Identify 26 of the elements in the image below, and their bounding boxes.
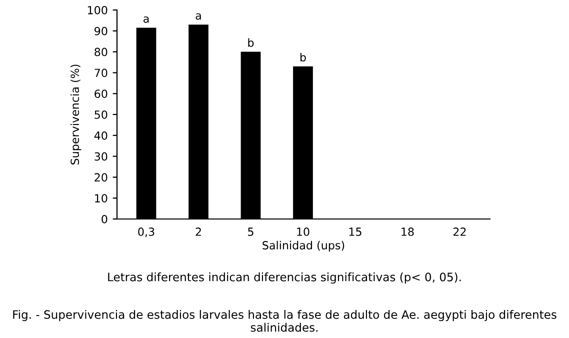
annotation: a xyxy=(144,16,149,23)
y-tick-label: 40 xyxy=(94,131,108,140)
y-axis-title: Supervivencia (%) xyxy=(70,64,82,164)
y-tick-label: 100 xyxy=(88,6,108,14)
y-tick-label: 0 xyxy=(102,214,108,224)
x-tick-label: 10 xyxy=(297,228,310,236)
text: Fig. - Supervivencia de estadios larvales hasta la fase de adulto de Ae. aegypti bajo diferentes salinidades. xyxy=(13,310,556,332)
y-tick-label: 60 xyxy=(94,90,108,98)
y-tick-label: 30 xyxy=(94,152,108,161)
x-tick-label: 0,3 xyxy=(138,228,154,238)
annotation: a xyxy=(196,13,201,20)
y-tick-label: 20 xyxy=(94,173,108,182)
x-tick-label: 18 xyxy=(402,228,414,236)
y-tick-label: 80 xyxy=(94,48,108,56)
annotation: b xyxy=(248,38,254,47)
y-tick-label: 10 xyxy=(95,194,108,202)
x-tick-label: 5 xyxy=(248,228,254,236)
annotation: b xyxy=(300,52,306,62)
y-tick-label: 70 xyxy=(94,68,108,78)
text: Letras diferentes indican diferencias significativas (p< 0, 05). xyxy=(108,272,461,284)
y-tick-label: 50 xyxy=(94,110,108,119)
x-tick-label: 22 xyxy=(453,228,466,236)
y-tick-label: 90 xyxy=(94,26,108,36)
x-tick-label: 2 xyxy=(196,228,201,236)
x-axis-title: Salinidad (ups) xyxy=(262,240,344,252)
x-tick-label: 15 xyxy=(349,228,362,236)
